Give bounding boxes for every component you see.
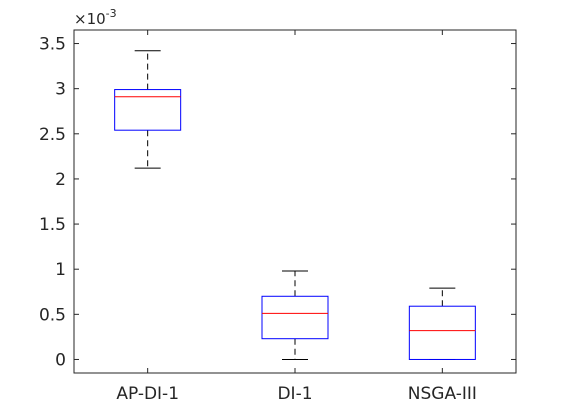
x-axis: AP-DI-1 DI-1 NSGA-III [116, 30, 477, 404]
x-tick-label: AP-DI-1 [116, 384, 179, 404]
box-nsga-iii [408, 287, 476, 360]
y-tick-label: 3.5 [39, 35, 66, 55]
y-tick-label: 2.5 [39, 125, 66, 145]
y-tick-label: 0 [55, 350, 66, 370]
y-tick-label: 2 [55, 170, 66, 190]
scale-exponent-label: ×10-3 [74, 7, 117, 28]
y-tick-label: 1 [55, 260, 66, 280]
x-tick-label: NSGA-III [408, 384, 477, 404]
interquartile-box [408, 305, 476, 360]
boxes [114, 50, 476, 360]
x-tick-label: DI-1 [277, 384, 312, 404]
y-tick-label: 1.5 [39, 215, 66, 235]
plot-area [73, 29, 517, 374]
box-di-1 [261, 270, 329, 360]
y-tick-label: 3 [55, 80, 66, 100]
interquartile-box [114, 89, 182, 131]
y-tick-label: 0.5 [39, 305, 66, 325]
y-axis: 0 0.5 1 1.5 2 2.5 3 3.5 [39, 35, 516, 370]
box-ap-di-1 [114, 50, 182, 169]
interquartile-box [261, 295, 329, 340]
